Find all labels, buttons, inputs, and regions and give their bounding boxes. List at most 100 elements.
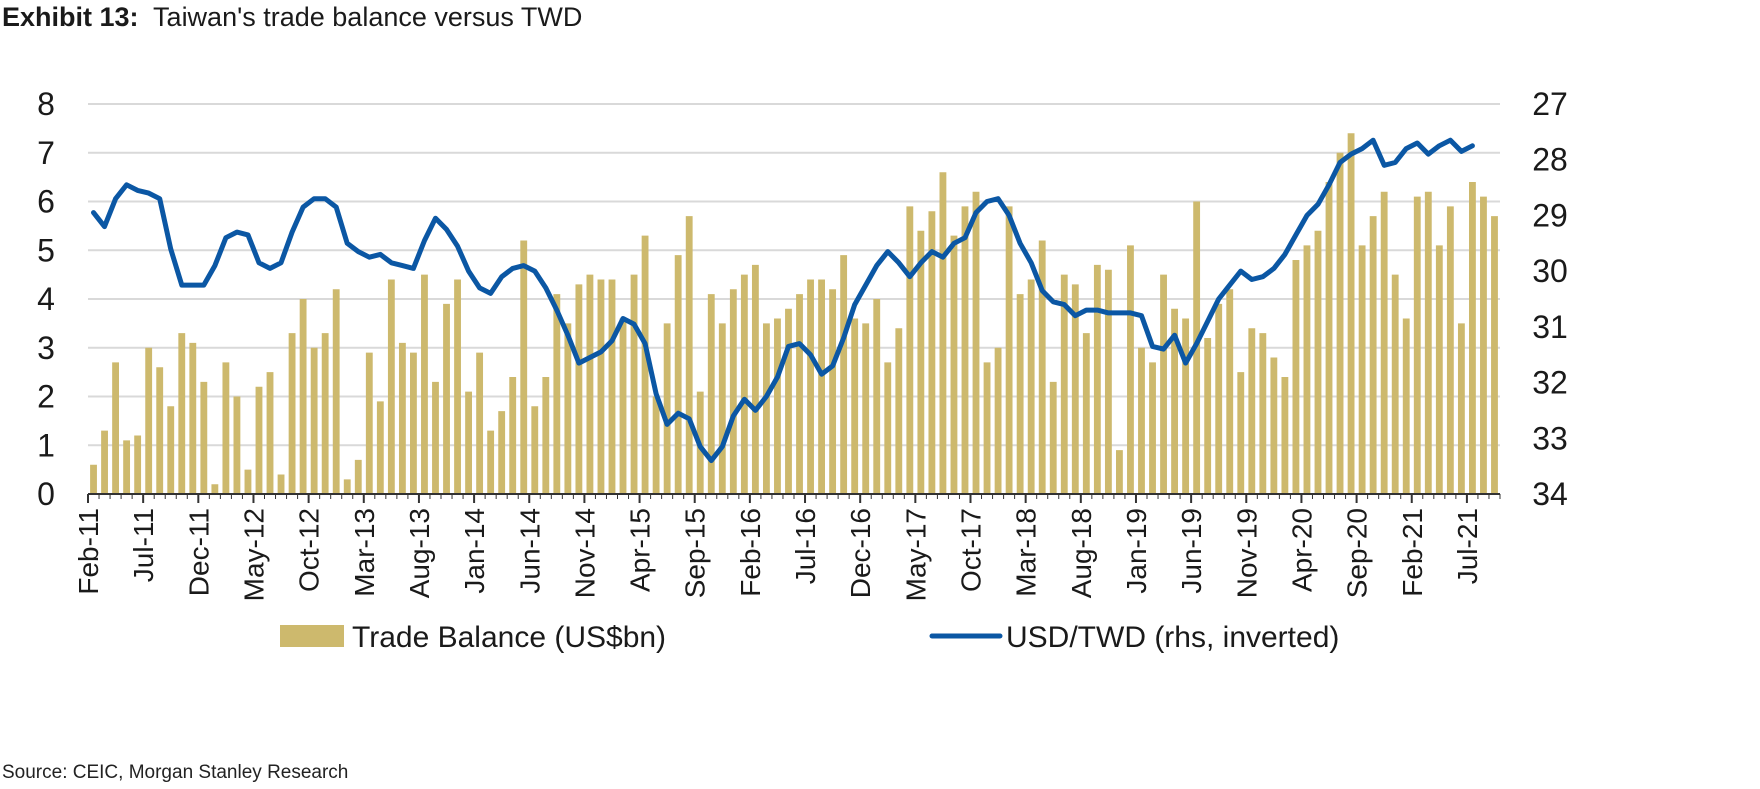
trade-balance-bar [365,352,373,494]
trade-balance-bar [244,469,252,494]
trade-balance-bar [520,240,528,494]
trade-balance-bar [1071,284,1079,494]
trade-balance-bar [398,342,406,494]
trade-balance-bar [1402,318,1410,494]
trade-balance-bar [222,362,230,494]
trade-balance-bar [751,264,759,494]
trade-balance-bar [1303,245,1311,494]
trade-balance-bar [1270,357,1278,494]
trade-balance-bar [652,396,660,494]
x-tick-label: Feb-11 [73,508,104,595]
right-y-tick-label: 33 [1532,420,1568,456]
trade-balance-bar [1380,191,1388,494]
trade-balance-bar [178,333,186,494]
trade-balance-bar [156,367,164,494]
trade-balance-bar [1413,196,1421,494]
x-tick-label: Nov-14 [569,508,600,598]
trade-balance-bar [972,191,980,494]
trade-balance-bar [454,279,461,494]
left-y-tick-label: 3 [37,330,55,366]
trade-balance-bar [674,255,682,494]
x-tick-labels: Feb-11 Jul-11 Dec-11 May-12 Oct-12 Mar-13 Aug-… [73,508,1483,601]
trade-balance-bar [1391,274,1399,494]
trade-balance-bar [1491,216,1498,494]
right-y-tick-label: 28 [1532,142,1568,178]
trade-balance-bar [818,279,825,494]
trade-balance-bar [332,289,340,494]
x-tick-label: Oct-12 [294,508,325,592]
trade-balance-bar [1104,269,1112,494]
trade-balance-bar [641,235,649,494]
trade-balance-bar [531,406,539,494]
trade-balance-bar [961,206,969,494]
trade-balance-bar [123,440,131,494]
usd-twd-line [91,137,1475,464]
x-tick-label: Jan-14 [459,508,490,594]
trade-balance-bar [729,289,737,494]
trade-balance-bar [189,342,197,494]
trade-balance-bar [1093,264,1101,494]
trade-balance-bar [1281,377,1289,494]
trade-balance-bar [619,318,627,494]
trade-balance-bar [443,303,450,494]
trade-balance-bar [1435,245,1443,494]
right-y-tick-label: 31 [1532,309,1568,345]
x-tick-label: Jul-21 [1452,508,1483,584]
legend-line-label: USD/TWD (rhs, inverted) [1006,621,1339,654]
trade-balance-bar [321,333,329,494]
x-tick-label: Jun-14 [514,508,545,594]
trade-balance-bar [1127,245,1134,494]
trade-balance-bar [994,347,1002,494]
trade-balance-bar [1292,260,1300,494]
trade-balance-bar [707,294,715,494]
right-y-tick-label: 29 [1532,197,1568,233]
trade-balance-bar [1215,303,1223,494]
trade-balance-bar [663,323,671,494]
trade-balance-bar [1038,240,1046,494]
trade-balance-bar [774,318,781,494]
trade-balance-bar [740,274,748,494]
trade-balance-bar [211,484,219,494]
trade-balance-bar [873,299,881,494]
exhibit-label: Exhibit 13: [2,2,139,32]
trade-balance-bar [134,435,142,494]
x-tick-label: Sep-20 [1342,508,1373,598]
source-note: Source: CEIC, Morgan Stanley Research [2,762,349,783]
x-tick-label: Dec-11 [183,508,214,596]
trade-balance-bar [1336,152,1344,494]
trade-balance-bar [476,352,484,494]
trade-balance-bar [564,323,572,494]
trade-balance-bar [630,274,638,494]
trade-balance-bar [299,299,307,494]
trade-balance-bar [796,294,803,494]
trade-balance-bar [1259,333,1267,494]
right-y-tick-label: 27 [1532,86,1568,122]
trade-balance-bar [266,372,274,494]
trade-balance-bar [939,172,947,494]
x-tick-label: Mar-13 [349,508,380,597]
legend: Trade Balance (US$bn) USD/TWD (rhs, inver… [280,621,1339,654]
right-y-axis: 27 28 29 30 31 32 33 34 [1532,86,1568,512]
x-tick-label: Jul-11 [128,508,159,582]
trade-balance-bar [553,294,561,494]
trade-balance-bar [1226,289,1234,494]
trade-balance-bar [432,381,439,494]
exhibit-title: Taiwan's trade balance versus TWD [153,2,583,32]
trade-balance-bar [1204,338,1212,494]
x-tick-label: Jan-19 [1121,508,1152,594]
x-tick-label: Feb-21 [1397,508,1428,597]
trade-balance-bar [862,323,870,494]
x-tick-label: Dec-16 [845,508,876,598]
trade-balance-bar [1424,191,1432,494]
trade-balance-bar [840,255,848,494]
trade-balance-bar [785,308,792,494]
trade-balance-bar [1457,323,1465,494]
trade-balance-bar [200,381,208,494]
left-y-tick-label: 7 [37,135,55,171]
x-tick-label: Aug-18 [1066,508,1097,598]
trade-balance-bar [685,216,693,494]
left-y-tick-label: 6 [37,184,55,220]
trade-balance-bar [343,479,351,494]
trade-balance-bar [1446,206,1454,494]
